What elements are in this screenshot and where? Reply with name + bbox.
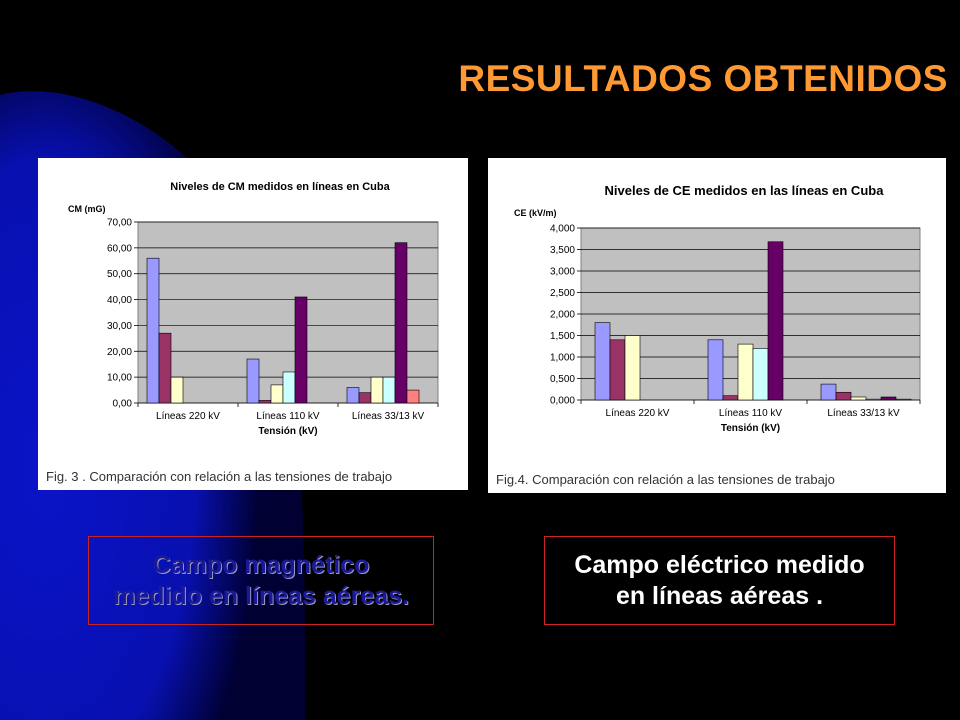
bar [880, 396, 897, 401]
bar [406, 389, 420, 404]
y-tick-label: 3,000 [550, 267, 575, 278]
bar [246, 358, 260, 404]
y-tick-label: 0,500 [550, 374, 575, 385]
bar [358, 392, 372, 404]
y-tick-label: 30,00 [107, 321, 132, 332]
y-tick-label: 50,00 [107, 269, 132, 280]
x-tick-label: Líneas 110 kV [256, 411, 320, 422]
figure-3-caption: Fig. 3 . Comparación con relación a las … [46, 469, 393, 484]
bar [370, 376, 384, 404]
magnetic-field-caption-box: Campo magnético medido en líneas aéreas. [88, 536, 434, 625]
bar [767, 241, 784, 401]
chart-title: Niveles de CE medidos en las líneas en C… [605, 183, 885, 198]
bar [895, 398, 912, 401]
bar [722, 395, 739, 401]
electric-caption-line-2: en líneas aéreas . [615, 581, 824, 610]
x-tick-label: Líneas 220 kV [156, 411, 220, 422]
y-tick-label: 10,00 [107, 373, 132, 384]
bar [594, 322, 611, 401]
y-axis-label: CE (kV/m) [514, 208, 557, 218]
slide-title: RESULTADOS OBTENIDOS [458, 58, 948, 99]
x-tick-label: Líneas 33/13 kV [827, 408, 900, 419]
bar [609, 339, 626, 401]
bar [382, 376, 396, 404]
y-tick-label: 2,000 [550, 310, 575, 321]
x-axis-label: Tensión (kV) [258, 426, 317, 437]
x-tick-label: Líneas 110 kV [719, 408, 783, 419]
bar [158, 332, 172, 404]
bar [835, 391, 852, 401]
magnetic-field-chart-panel: 0,00 10,00 20,00 30,00 40,00 50,00 60,00 70,00 L… [38, 158, 468, 490]
magnetic-caption-line-2: medido en líneas aéreas. [113, 581, 409, 610]
bar [865, 398, 882, 401]
electric-field-chart: 0,000 0,500 1,000 1,500 2,000 2,500 3,000 3,500… [514, 183, 921, 434]
bar [282, 371, 296, 404]
x-tick-label: Líneas 33/13 kV [352, 411, 425, 422]
bar [820, 383, 837, 401]
y-tick-label: 1,500 [550, 331, 575, 342]
y-tick-label: 20,00 [107, 347, 132, 358]
y-tick-label: 40,00 [107, 295, 132, 306]
magnetic-caption-line-1: Campo magnético [152, 550, 370, 579]
bar [258, 400, 272, 404]
electric-field-caption-box: Campo eléctrico medido en líneas aéreas … [544, 536, 895, 625]
bar [270, 384, 284, 404]
y-tick-label: 2,500 [550, 288, 575, 299]
y-tick-label: 3,500 [550, 245, 575, 256]
bar [850, 396, 867, 401]
bar [294, 296, 308, 404]
y-tick-label: 0,00 [113, 399, 133, 410]
bar [146, 257, 160, 404]
y-tick-label: 4,000 [550, 224, 575, 235]
magnetic-field-chart: 0,00 10,00 20,00 30,00 40,00 50,00 60,00 70,00 L… [68, 181, 439, 437]
bar [624, 335, 641, 401]
y-tick-label: 60,00 [107, 243, 132, 254]
electric-field-chart-panel: 0,000 0,500 1,000 1,500 2,000 2,500 3,000 3,500… [488, 158, 946, 493]
y-tick-label: 1,000 [550, 353, 575, 364]
chart-title: Niveles de CM medidos en líneas en Cuba [170, 181, 390, 193]
bar [394, 242, 408, 404]
bar [346, 387, 360, 404]
bar [707, 339, 724, 401]
x-tick-label: Líneas 220 kV [606, 408, 670, 419]
x-axis-label: Tensión (kV) [721, 423, 780, 434]
electric-caption-line-1: Campo eléctrico medido [574, 550, 865, 579]
y-tick-label: 0,000 [550, 396, 575, 407]
figure-4-caption: Fig.4. Comparación con relación a las te… [496, 472, 835, 487]
bar [737, 343, 754, 401]
y-axis-label: CM (mG) [68, 204, 106, 214]
bar [752, 348, 769, 401]
bar [170, 376, 184, 404]
y-tick-label: 70,00 [107, 218, 132, 229]
